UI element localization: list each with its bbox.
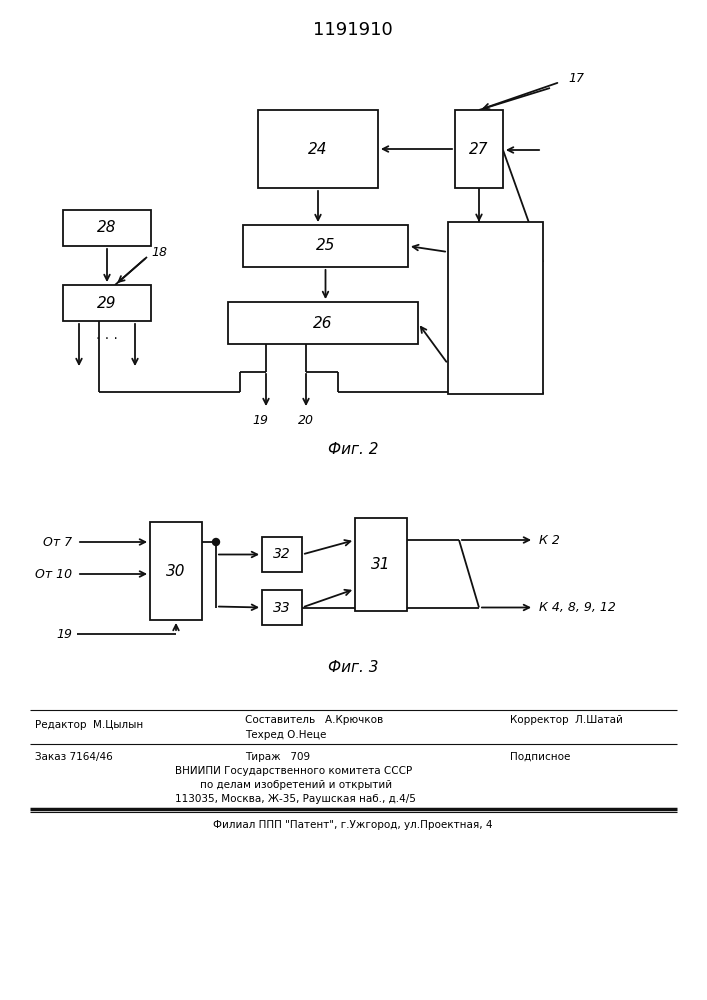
Text: 31: 31 bbox=[371, 557, 391, 572]
Text: Фиг. 2: Фиг. 2 bbox=[328, 442, 378, 458]
Bar bbox=[355, 518, 407, 611]
Text: От 10: От 10 bbox=[35, 568, 72, 580]
Bar bbox=[150, 522, 202, 620]
Text: Заказ 7164/46: Заказ 7164/46 bbox=[35, 752, 112, 762]
Bar bbox=[63, 285, 151, 321]
Bar bbox=[63, 210, 151, 246]
Text: 27: 27 bbox=[469, 141, 489, 156]
Text: 1191910: 1191910 bbox=[313, 21, 393, 39]
Bar bbox=[243, 225, 408, 267]
Text: Корректор  Л.Шатай: Корректор Л.Шатай bbox=[510, 715, 623, 725]
Text: 113035, Москва, Ж-35, Раушская наб., д.4/5: 113035, Москва, Ж-35, Раушская наб., д.4… bbox=[175, 794, 416, 804]
Text: Составитель   А.Крючков: Составитель А.Крючков bbox=[245, 715, 383, 725]
Text: Подписное: Подписное bbox=[510, 752, 571, 762]
Bar bbox=[228, 302, 418, 344]
Text: Филиал ППП "Патент", г.Ужгород, ул.Проектная, 4: Филиал ППП "Патент", г.Ужгород, ул.Проек… bbox=[214, 820, 493, 830]
Text: 17: 17 bbox=[568, 72, 584, 85]
Bar bbox=[448, 222, 543, 394]
Bar bbox=[262, 537, 302, 572]
Text: Тираж   709: Тираж 709 bbox=[245, 752, 310, 762]
Text: Техред О.Неце: Техред О.Неце bbox=[245, 730, 327, 740]
Text: 25: 25 bbox=[316, 238, 335, 253]
Text: К 4, 8, 9, 12: К 4, 8, 9, 12 bbox=[539, 601, 616, 614]
Bar bbox=[455, 110, 503, 188]
Text: От 7: От 7 bbox=[43, 536, 72, 548]
Text: Редактор  М.Цылын: Редактор М.Цылын bbox=[35, 720, 144, 730]
Text: . . .: . . . bbox=[96, 328, 118, 342]
Text: К 2: К 2 bbox=[539, 534, 560, 546]
Text: ВНИИПИ Государственного комитета СССР: ВНИИПИ Государственного комитета СССР bbox=[175, 766, 412, 776]
Text: 33: 33 bbox=[273, 600, 291, 614]
Text: 32: 32 bbox=[273, 548, 291, 562]
Circle shape bbox=[213, 538, 219, 546]
Text: 29: 29 bbox=[98, 296, 117, 310]
Text: 20: 20 bbox=[298, 414, 314, 427]
Text: 19: 19 bbox=[252, 414, 268, 427]
Text: 19: 19 bbox=[56, 628, 72, 641]
Bar bbox=[262, 590, 302, 625]
Text: 28: 28 bbox=[98, 221, 117, 235]
Text: по делам изобретений и открытий: по делам изобретений и открытий bbox=[200, 780, 392, 790]
Text: 24: 24 bbox=[308, 141, 328, 156]
Bar bbox=[258, 110, 378, 188]
Text: 18: 18 bbox=[151, 246, 167, 259]
Text: 26: 26 bbox=[313, 316, 333, 330]
Text: Фиг. 3: Фиг. 3 bbox=[328, 660, 378, 676]
Text: 30: 30 bbox=[166, 564, 186, 578]
